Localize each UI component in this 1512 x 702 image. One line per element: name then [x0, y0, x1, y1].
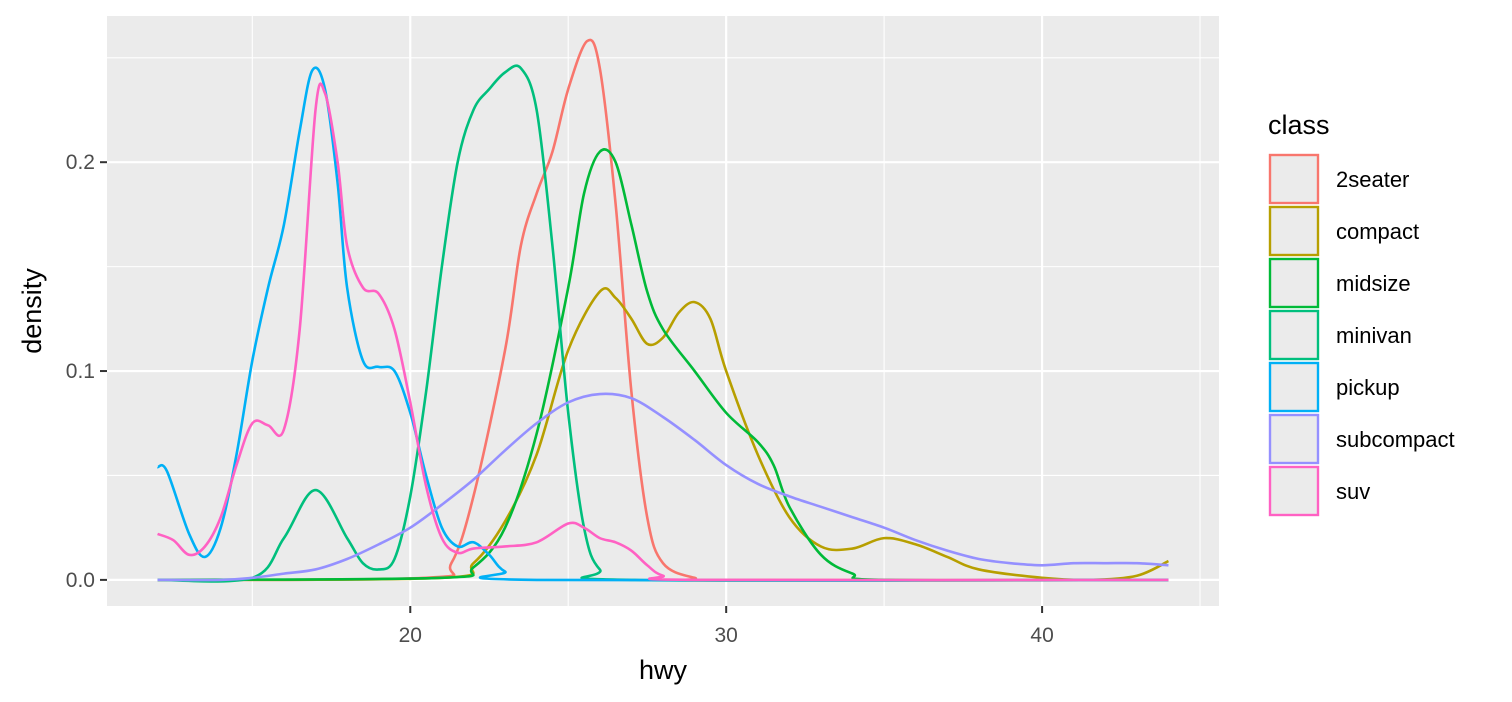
- legend-key-suv: [1268, 465, 1320, 517]
- density-line-minivan: [157, 64, 1169, 583]
- legend-key-2seater: [1268, 153, 1320, 205]
- legend-label-subcompact: subcompact: [1336, 427, 1455, 452]
- legend-key-subcompact: [1268, 413, 1320, 465]
- y-tick-label: 0.1: [66, 360, 95, 383]
- x-tick-label: 30: [715, 624, 738, 647]
- legend-key-midsize: [1268, 257, 1320, 309]
- density-line-compact: [157, 287, 1170, 582]
- density-line-2seater: [157, 38, 1169, 582]
- legend-label-2seater: 2seater: [1336, 167, 1409, 192]
- density-line-midsize: [157, 148, 1169, 582]
- y-tick-label: 0.0: [66, 569, 95, 592]
- density-line-subcompact: [157, 392, 1169, 582]
- legend-label-minivan: minivan: [1336, 323, 1412, 348]
- panel-background: [107, 16, 1219, 606]
- legend-key-compact: [1268, 205, 1320, 257]
- legend-label-compact: compact: [1336, 219, 1419, 244]
- x-tick-label: 40: [1030, 624, 1053, 647]
- legend-label-suv: suv: [1336, 479, 1370, 504]
- legend-label-midsize: midsize: [1336, 271, 1411, 296]
- x-axis: 20 30 40: [399, 606, 1054, 647]
- legend-key-pickup: [1268, 361, 1320, 413]
- x-tick-label: 20: [399, 624, 422, 647]
- minor-gridlines: [107, 16, 1219, 606]
- y-tick-label: 0.2: [66, 151, 95, 174]
- y-axis: 0.0 0.1 0.2: [66, 151, 107, 592]
- legend: 2seater compact midsize minivan pickup subcom…: [1268, 153, 1455, 517]
- x-axis-title: hwy: [639, 655, 688, 685]
- density-lines: [157, 38, 1170, 583]
- legend-key-minivan: [1268, 309, 1320, 361]
- legend-label-pickup: pickup: [1336, 375, 1400, 400]
- density-line-suv: [157, 82, 1169, 582]
- legend-title: class: [1268, 110, 1330, 140]
- y-axis-title: density: [17, 268, 47, 354]
